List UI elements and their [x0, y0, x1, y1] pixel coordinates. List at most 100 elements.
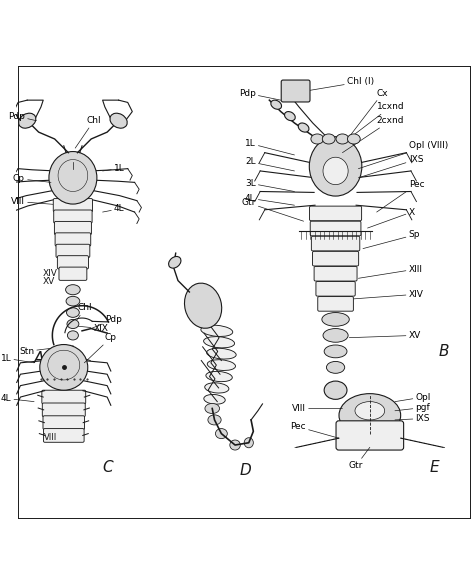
- Ellipse shape: [206, 371, 232, 382]
- Ellipse shape: [322, 312, 349, 326]
- Ellipse shape: [310, 137, 362, 196]
- Text: Opl (VIII): Opl (VIII): [358, 141, 448, 169]
- FancyBboxPatch shape: [44, 429, 84, 442]
- Text: Chl: Chl: [75, 116, 101, 148]
- Ellipse shape: [18, 113, 36, 128]
- Text: A: A: [34, 351, 45, 366]
- Ellipse shape: [230, 440, 240, 450]
- FancyBboxPatch shape: [318, 297, 354, 311]
- Ellipse shape: [347, 134, 360, 144]
- Ellipse shape: [67, 331, 78, 340]
- Text: Stn: Stn: [19, 346, 71, 356]
- FancyBboxPatch shape: [281, 80, 310, 102]
- Ellipse shape: [284, 112, 295, 121]
- FancyBboxPatch shape: [316, 281, 355, 296]
- FancyBboxPatch shape: [55, 233, 91, 246]
- FancyBboxPatch shape: [312, 251, 359, 266]
- Ellipse shape: [311, 134, 324, 144]
- Ellipse shape: [327, 361, 345, 373]
- Text: XIX: XIX: [78, 324, 109, 333]
- Text: 1cxnd: 1cxnd: [342, 103, 404, 144]
- Ellipse shape: [244, 438, 253, 448]
- FancyBboxPatch shape: [56, 244, 90, 258]
- Ellipse shape: [336, 134, 349, 144]
- Text: Cp: Cp: [13, 174, 51, 183]
- Ellipse shape: [204, 336, 235, 348]
- FancyBboxPatch shape: [336, 421, 404, 450]
- Text: Pdp: Pdp: [8, 112, 36, 121]
- Ellipse shape: [205, 404, 219, 413]
- Text: Pec: Pec: [377, 180, 424, 212]
- FancyBboxPatch shape: [43, 416, 84, 429]
- Text: 4L: 4L: [102, 204, 125, 213]
- Ellipse shape: [184, 283, 222, 328]
- Ellipse shape: [65, 284, 80, 295]
- Text: VIII: VIII: [292, 404, 342, 413]
- Text: 1L: 1L: [102, 164, 125, 173]
- Ellipse shape: [271, 100, 282, 109]
- Text: 4L: 4L: [0, 394, 34, 403]
- Text: XV: XV: [349, 331, 421, 340]
- Text: Chl (I): Chl (I): [306, 77, 374, 91]
- Text: 3L: 3L: [245, 179, 294, 192]
- FancyBboxPatch shape: [55, 221, 91, 235]
- Ellipse shape: [66, 296, 80, 306]
- Text: VIII: VIII: [11, 197, 53, 206]
- Ellipse shape: [67, 319, 79, 329]
- Text: XIV: XIV: [43, 269, 58, 278]
- Ellipse shape: [216, 429, 228, 439]
- Text: IXS: IXS: [395, 414, 430, 423]
- Ellipse shape: [40, 345, 88, 390]
- FancyBboxPatch shape: [57, 256, 89, 269]
- Ellipse shape: [205, 383, 229, 393]
- FancyBboxPatch shape: [54, 210, 92, 223]
- Ellipse shape: [298, 123, 309, 132]
- Ellipse shape: [201, 325, 233, 336]
- Ellipse shape: [207, 360, 236, 370]
- Ellipse shape: [322, 134, 335, 144]
- Ellipse shape: [355, 402, 385, 420]
- Text: E: E: [429, 460, 439, 475]
- FancyBboxPatch shape: [42, 403, 85, 417]
- Ellipse shape: [323, 329, 348, 342]
- Text: Pec: Pec: [290, 422, 339, 438]
- Text: Cp: Cp: [84, 333, 117, 363]
- Text: X: X: [367, 207, 415, 228]
- Text: Chl: Chl: [77, 304, 92, 319]
- Text: pgf: pgf: [395, 403, 430, 412]
- Text: IXS: IXS: [358, 155, 423, 178]
- FancyBboxPatch shape: [42, 390, 86, 404]
- FancyBboxPatch shape: [311, 237, 360, 251]
- Ellipse shape: [169, 256, 181, 268]
- Text: C: C: [102, 460, 113, 475]
- Text: 1L: 1L: [0, 354, 34, 363]
- Text: XIV: XIV: [354, 290, 424, 299]
- FancyBboxPatch shape: [314, 266, 357, 281]
- Text: XIII: XIII: [358, 265, 423, 279]
- Text: B: B: [438, 344, 449, 359]
- Ellipse shape: [339, 394, 401, 437]
- Ellipse shape: [49, 151, 97, 204]
- Ellipse shape: [323, 157, 348, 185]
- Ellipse shape: [66, 308, 79, 317]
- Ellipse shape: [110, 113, 127, 128]
- Text: 2cxnd: 2cxnd: [342, 116, 404, 152]
- Text: Cx: Cx: [349, 89, 388, 137]
- Text: 1L: 1L: [245, 139, 294, 155]
- Text: Pdp: Pdp: [91, 315, 122, 329]
- Ellipse shape: [207, 348, 236, 359]
- Text: Pdp: Pdp: [239, 89, 281, 100]
- FancyBboxPatch shape: [53, 199, 92, 212]
- Ellipse shape: [324, 345, 347, 358]
- Text: 4L: 4L: [245, 194, 294, 205]
- FancyBboxPatch shape: [310, 221, 361, 236]
- FancyBboxPatch shape: [310, 206, 362, 221]
- Text: Gtr: Gtr: [349, 447, 370, 470]
- Text: VIII: VIII: [44, 433, 57, 442]
- Text: D: D: [240, 463, 251, 478]
- Text: Opl: Opl: [395, 392, 431, 402]
- Text: XV: XV: [43, 277, 55, 286]
- Ellipse shape: [324, 381, 347, 399]
- Text: 2L: 2L: [245, 157, 294, 171]
- FancyBboxPatch shape: [59, 267, 87, 280]
